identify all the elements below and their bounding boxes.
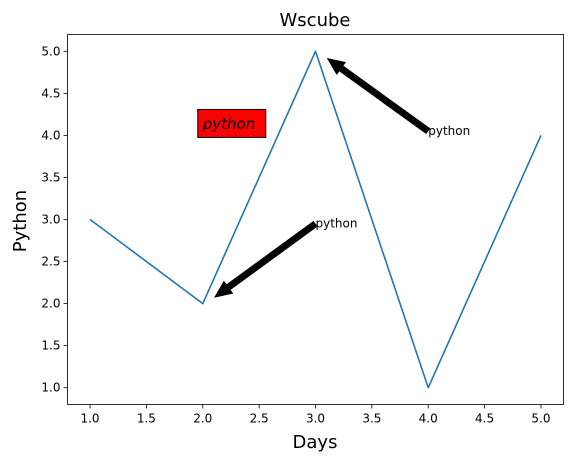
series-line (89, 50, 542, 389)
text-box-background (197, 108, 267, 138)
y-tick-label: 1.0 (41, 381, 60, 395)
x-tick-label: 5.0 (531, 412, 550, 426)
annotation-arrow-shaft (339, 65, 431, 135)
annotation-arrow-head (214, 280, 234, 298)
annotation-arrow-head (326, 58, 347, 76)
annotation-arrow-shaft (226, 220, 318, 290)
text-box: python (197, 108, 267, 138)
y-tick-label: 4.0 (41, 128, 60, 142)
text-box-label: python (202, 115, 255, 133)
y-tick-label: 4.5 (41, 86, 60, 100)
x-tick-label: 3.0 (306, 412, 325, 426)
y-tick-label: 1.5 (41, 339, 60, 353)
x-axis-label: Days (293, 432, 338, 453)
x-tick-label: 4.0 (419, 412, 438, 426)
y-tick-label: 2.0 (41, 297, 60, 311)
plot-area-frame (67, 34, 564, 405)
chart-title: Wscube (280, 10, 351, 31)
y-tick-label: 2.5 (41, 255, 60, 269)
x-tick-label: 1.5 (137, 412, 156, 426)
y-tick-label: 3.0 (41, 213, 60, 227)
x-tick-label: 1.0 (80, 412, 99, 426)
x-tick-label: 2.0 (193, 412, 212, 426)
x-tick-label: 2.5 (250, 412, 269, 426)
y-axis-label: Python (10, 190, 31, 252)
x-tick-label: 3.5 (362, 412, 381, 426)
annotation-label: python (428, 124, 470, 138)
annotation-label: python (316, 217, 358, 231)
x-tick-label: 4.5 (475, 412, 494, 426)
y-tick-label: 3.5 (41, 170, 60, 184)
y-tick-label: 5.0 (41, 44, 60, 58)
